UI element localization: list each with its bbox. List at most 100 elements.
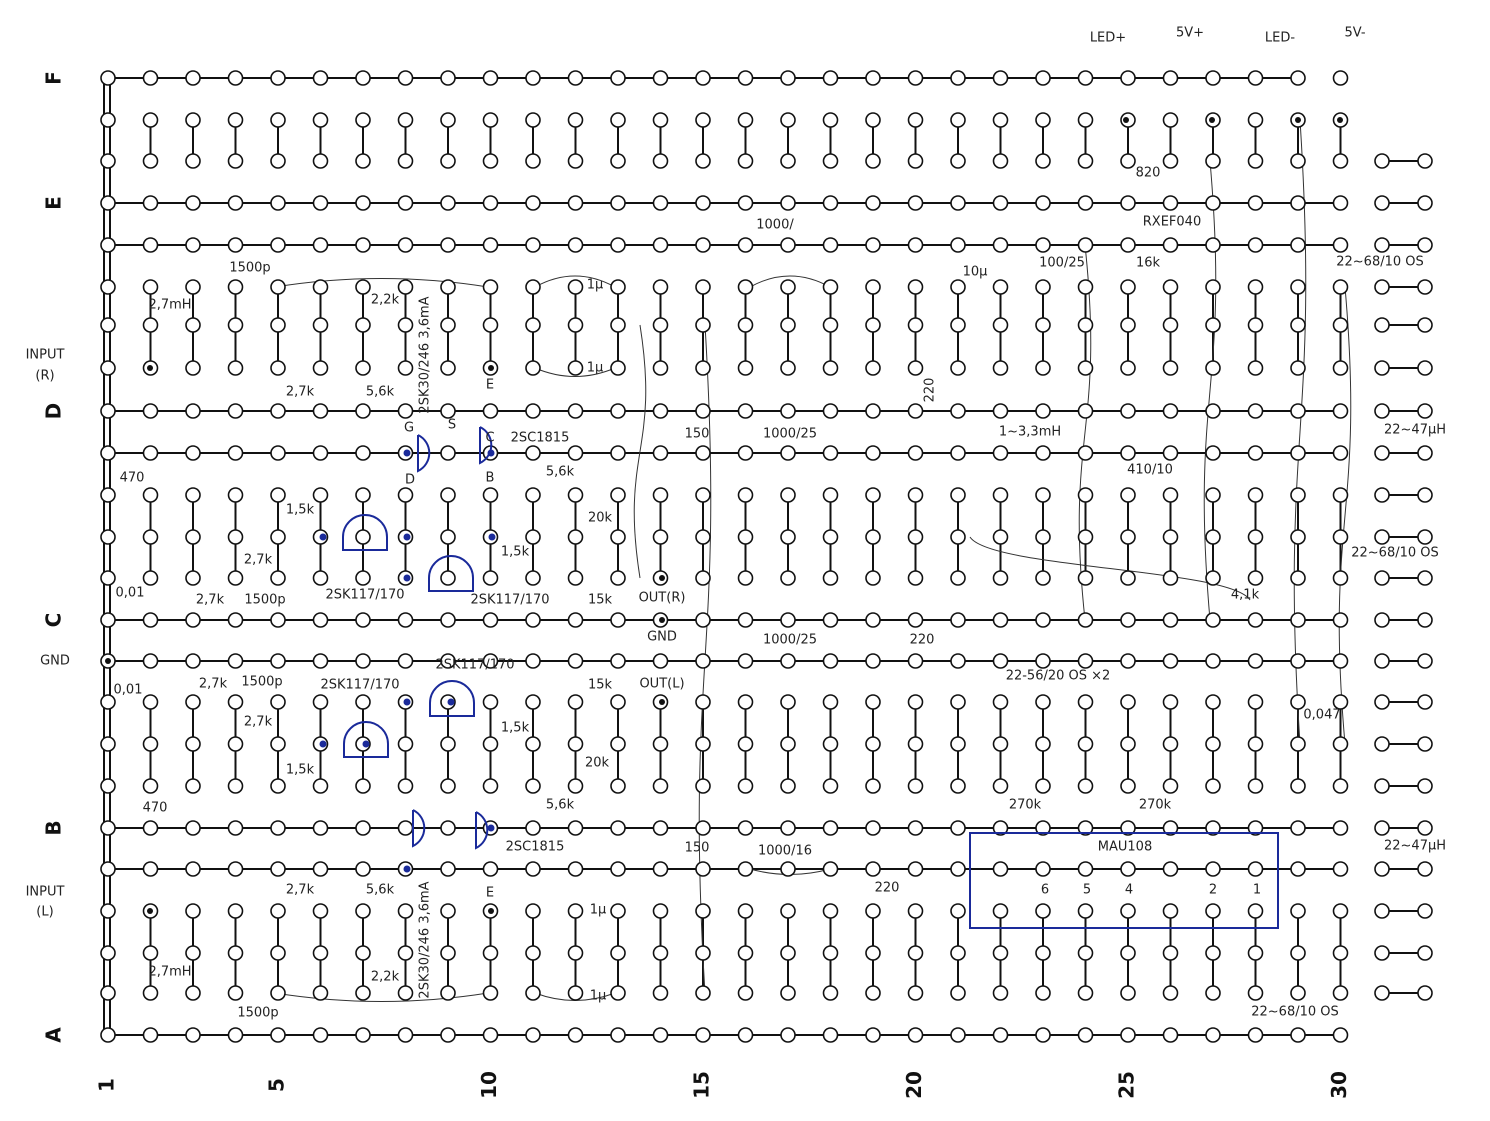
pad (822, 153, 839, 169)
pad (355, 612, 371, 628)
pad (397, 487, 414, 503)
pad (610, 653, 626, 669)
pad (1417, 445, 1433, 461)
pad (1162, 570, 1179, 586)
pad (1077, 694, 1094, 710)
pad (100, 570, 116, 586)
row-label: B (42, 820, 66, 835)
pad (142, 820, 159, 836)
pad (652, 112, 669, 128)
pad (185, 903, 201, 919)
pad (227, 985, 244, 1001)
pad (1417, 195, 1433, 211)
pad (482, 1027, 499, 1043)
pad (100, 445, 116, 461)
pad (270, 153, 286, 169)
pad (1205, 317, 1221, 333)
pad (1120, 317, 1136, 333)
pad (1247, 153, 1264, 169)
pad (482, 112, 499, 128)
pad (525, 403, 541, 419)
pad (227, 529, 244, 545)
annotation: 0,01 (114, 683, 143, 698)
annotation: 2SK117/170 (325, 588, 404, 603)
row-label: E (42, 196, 66, 210)
annotation: GND (647, 630, 677, 645)
pad (1417, 653, 1433, 669)
pad (1417, 360, 1433, 376)
pad (567, 903, 584, 919)
annotation: LED- (1265, 31, 1295, 46)
annotation: 1500p (229, 261, 270, 276)
pad (440, 653, 456, 669)
annotation: 220 (875, 881, 900, 896)
row-label: F (42, 71, 66, 85)
pad (100, 237, 116, 253)
pad (695, 945, 711, 961)
pad (270, 778, 286, 794)
pad (440, 861, 456, 877)
pad (780, 820, 796, 836)
pad (1332, 445, 1349, 461)
pad (355, 112, 371, 128)
pad (270, 694, 286, 710)
pad (992, 360, 1009, 376)
pad (1290, 153, 1306, 169)
annotation: 1,5k (501, 721, 530, 736)
pad (992, 903, 1009, 919)
pad (907, 778, 924, 794)
pad (185, 279, 201, 295)
pad (1120, 945, 1136, 961)
component-wire (969, 536, 1251, 601)
pad (355, 529, 371, 545)
pad (652, 360, 669, 376)
pad (1035, 945, 1051, 961)
pad (1332, 195, 1349, 211)
pad (1120, 903, 1136, 919)
pad (1247, 820, 1264, 836)
pad (1162, 70, 1179, 86)
pad (652, 1027, 669, 1043)
pad (907, 237, 924, 253)
pad (1035, 445, 1051, 461)
pad (610, 237, 626, 253)
blue-pad (403, 533, 411, 541)
pad (907, 70, 924, 86)
annotation: 270k (1009, 798, 1042, 813)
pad (312, 985, 329, 1001)
pad (1374, 360, 1390, 376)
annotation: G (404, 421, 414, 436)
pad (1120, 985, 1136, 1001)
pad (1417, 403, 1433, 419)
pad (780, 694, 796, 710)
pad (525, 317, 541, 333)
pad (1374, 861, 1390, 877)
pad (1205, 529, 1221, 545)
annotation: S (448, 418, 456, 433)
pad (525, 653, 541, 669)
pad (1247, 529, 1264, 545)
pad (525, 237, 541, 253)
annotation: 5 (1083, 883, 1091, 898)
jfet-outline (428, 555, 474, 592)
pad (312, 653, 329, 669)
annotation: 10μ (963, 265, 988, 280)
pad (355, 861, 371, 877)
annotation: 1000/16 (758, 844, 812, 859)
pad (270, 360, 286, 376)
pad (737, 653, 754, 669)
pad (185, 445, 201, 461)
pad (1162, 360, 1179, 376)
pad (695, 70, 711, 86)
pad (1247, 694, 1264, 710)
pad (865, 1027, 881, 1043)
annotation: 470 (120, 471, 145, 486)
pad (355, 237, 371, 253)
bjt-outline (412, 809, 426, 848)
annotation: 2,7mH (148, 298, 191, 313)
column-label: 10 (477, 1071, 501, 1099)
pad (142, 612, 159, 628)
annotation: 1μ (587, 361, 604, 376)
pad (992, 778, 1009, 794)
pad (440, 279, 456, 295)
